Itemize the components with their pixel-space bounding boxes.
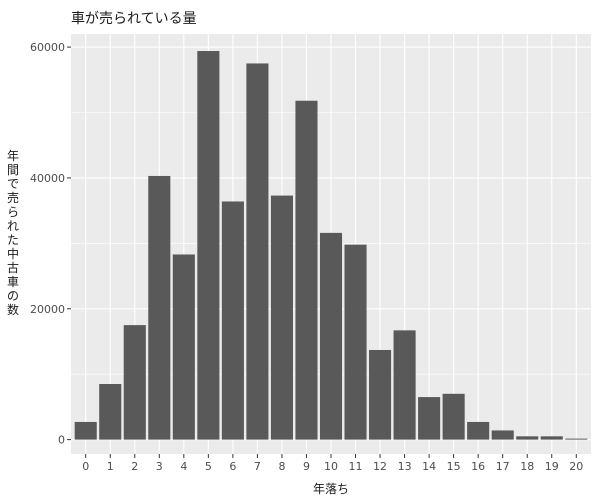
bar-15 xyxy=(442,393,465,440)
chart-title: 車が売られている量 xyxy=(71,10,197,27)
bar-4 xyxy=(172,254,195,440)
x-axis-title: 年落ち xyxy=(313,482,349,496)
bar-7 xyxy=(246,63,269,440)
bar-20 xyxy=(565,438,588,440)
y-tick-label: 60000 xyxy=(30,41,65,54)
bar-8 xyxy=(270,195,293,440)
x-tick-label: 14 xyxy=(422,460,436,473)
x-tick-label: 10 xyxy=(324,460,338,473)
bar-11 xyxy=(344,244,367,440)
bar-0 xyxy=(74,421,97,440)
x-tick-label: 11 xyxy=(349,460,363,473)
x-tick-label: 17 xyxy=(496,460,510,473)
bar-6 xyxy=(221,201,244,440)
x-tick-label: 8 xyxy=(278,460,285,473)
x-tick-label: 16 xyxy=(471,460,485,473)
bar-17 xyxy=(491,430,514,440)
x-tick-label: 2 xyxy=(131,460,138,473)
bar-2 xyxy=(123,325,146,440)
x-axis: 0 1 2 3 4 5 6 7 8 9 10 11 12 13 14 15 16 17 18 19 20 xyxy=(82,454,583,473)
y-axis-title: 年間で売られた中古車の数 xyxy=(7,149,19,317)
bar-19 xyxy=(540,436,563,440)
x-tick-label: 7 xyxy=(254,460,261,473)
x-tick-label: 1 xyxy=(107,460,114,473)
bar-1 xyxy=(99,384,122,440)
y-tick-label: 20000 xyxy=(30,303,65,316)
x-tick-label: 0 xyxy=(82,460,89,473)
bar-series xyxy=(74,51,588,440)
bar-10 xyxy=(319,232,343,440)
x-tick-label: 6 xyxy=(229,460,236,473)
y-tick-label: 40000 xyxy=(30,172,65,185)
x-tick-label: 13 xyxy=(398,460,412,473)
bar-16 xyxy=(467,421,490,440)
x-tick-label: 4 xyxy=(180,460,187,473)
bar-18 xyxy=(516,436,539,440)
bar-5 xyxy=(197,51,220,440)
x-tick-label: 20 xyxy=(569,460,583,473)
x-tick-label: 12 xyxy=(373,460,387,473)
x-tick-label: 3 xyxy=(156,460,163,473)
x-tick-label: 19 xyxy=(545,460,559,473)
y-axis: 0 20000 40000 60000 xyxy=(30,41,71,447)
x-tick-label: 9 xyxy=(303,460,310,473)
x-tick-label: 15 xyxy=(447,460,461,473)
bar-9 xyxy=(295,100,318,440)
bar-14 xyxy=(418,397,441,440)
bar-12 xyxy=(369,349,392,440)
x-tick-label: 18 xyxy=(520,460,534,473)
y-tick-label: 0 xyxy=(58,434,65,447)
bar-3 xyxy=(148,175,171,440)
bar-13 xyxy=(393,330,416,440)
x-tick-label: 5 xyxy=(205,460,212,473)
